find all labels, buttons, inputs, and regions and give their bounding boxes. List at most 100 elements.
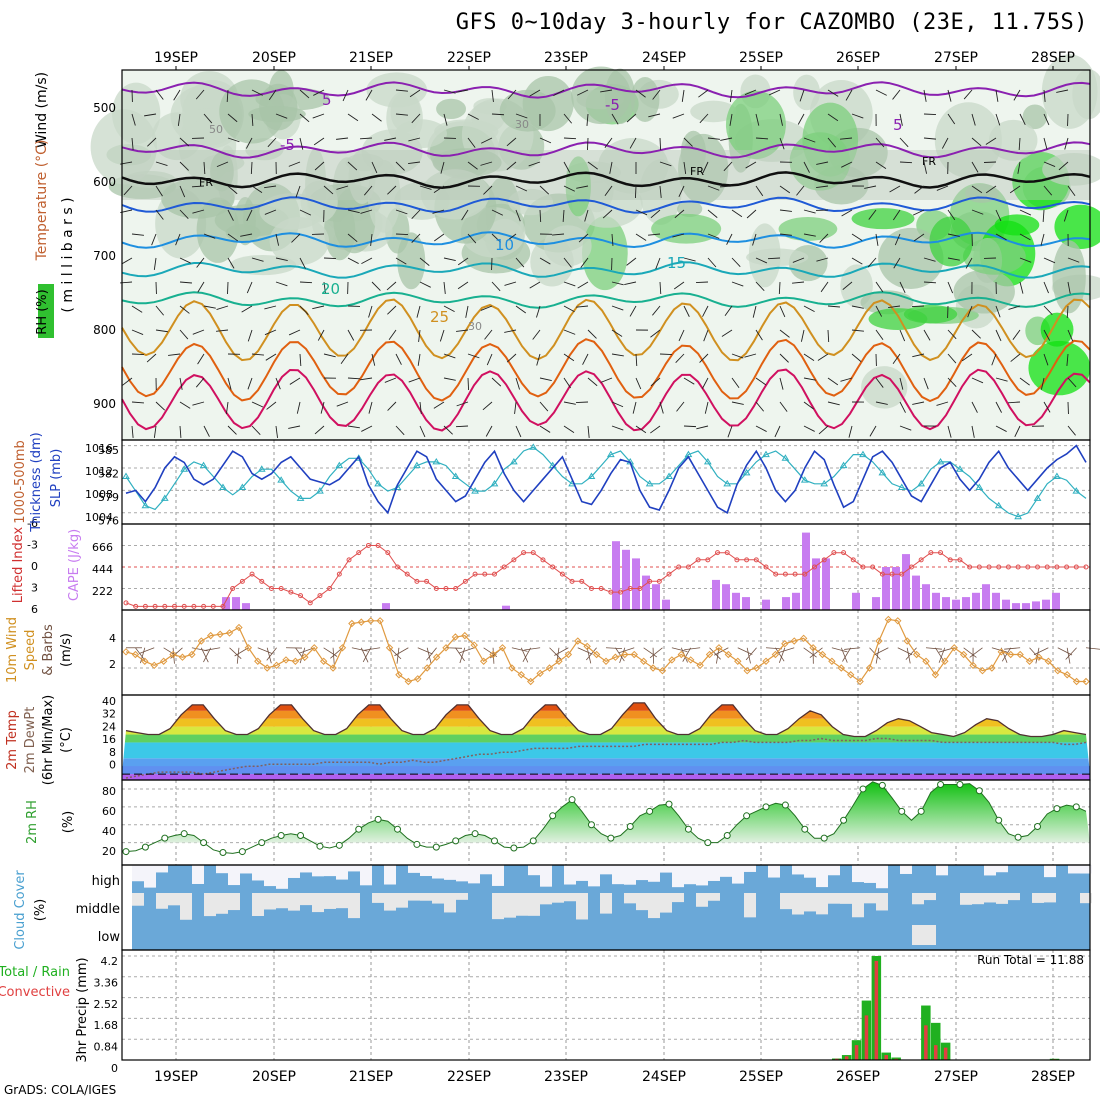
wind-barb xyxy=(1013,89,1021,101)
wind-barb xyxy=(323,257,337,260)
cape-bar xyxy=(1052,592,1060,610)
wind-barb xyxy=(539,185,550,195)
wind-barb xyxy=(899,377,904,390)
wind-barb xyxy=(203,113,213,124)
cloud-gap xyxy=(864,865,876,883)
wind-barb xyxy=(587,161,598,170)
wind-speed-point xyxy=(959,650,968,659)
wind-barb xyxy=(1057,647,1073,656)
wind-barb xyxy=(671,647,688,653)
precip-conv-bar xyxy=(943,1047,948,1060)
cloud-gap xyxy=(996,893,1008,904)
wind-barb xyxy=(819,233,829,243)
contour-label: 30 xyxy=(515,118,529,131)
wind-barb xyxy=(1056,89,1069,93)
lifted-tick: -3 xyxy=(27,539,38,552)
wind-barb xyxy=(615,647,625,662)
wind-barb xyxy=(216,329,229,332)
wind-barb xyxy=(659,137,662,151)
temperature-contour xyxy=(121,231,1091,249)
wind-barb xyxy=(387,401,397,411)
wind-speed-point xyxy=(517,671,526,679)
wind-barb xyxy=(817,353,829,361)
rh2m-title: 2m RH xyxy=(25,800,40,844)
wind-barb xyxy=(539,209,542,223)
wind-barb xyxy=(971,401,978,413)
wind-barb xyxy=(330,647,343,659)
precip-conv-bar xyxy=(835,1058,839,1060)
cape-bar xyxy=(962,597,970,610)
wind-barb xyxy=(1033,647,1049,656)
wind-barb xyxy=(524,647,541,651)
thickness-point xyxy=(296,494,305,501)
wind-barb xyxy=(971,329,981,339)
lifted-index-point xyxy=(123,600,129,606)
wind-barb xyxy=(408,377,421,383)
wind-barb xyxy=(702,161,709,174)
rh-point xyxy=(161,834,169,842)
cloud-gap xyxy=(636,893,648,911)
wind-barb xyxy=(246,281,253,294)
wind-speed-point xyxy=(941,657,949,665)
contour-label: 25 xyxy=(430,308,449,326)
lifted-index-point xyxy=(171,603,177,609)
wind-barb xyxy=(774,425,781,438)
wind-barb xyxy=(251,89,263,96)
wind-barb xyxy=(899,161,913,164)
lifted-index-point xyxy=(938,550,944,556)
wind-barb xyxy=(745,161,757,169)
rh-point xyxy=(723,831,731,839)
wind-barb xyxy=(703,329,709,342)
wind-barb xyxy=(439,329,445,342)
lifted-index-point xyxy=(860,564,866,570)
lifted-index-point xyxy=(1064,564,1070,570)
wind-barb xyxy=(491,209,503,216)
contour-label: 15 xyxy=(667,254,686,272)
cape-bar xyxy=(242,603,250,610)
wind-barb xyxy=(611,305,624,311)
wind-barb xyxy=(179,257,192,264)
wind-barb xyxy=(704,401,709,414)
wind-barb xyxy=(799,89,805,102)
day-label-bottom: 21SEP xyxy=(349,1069,393,1085)
wind-speed-point xyxy=(423,664,431,672)
rh-point xyxy=(607,834,615,842)
wind-barb xyxy=(803,137,816,143)
lifted-index-point xyxy=(773,571,779,577)
wind-barb xyxy=(947,425,952,438)
lifted-index-point xyxy=(899,571,905,577)
wind-speed-point xyxy=(903,637,911,645)
wind-barb xyxy=(457,257,469,266)
lifted-index-point xyxy=(559,571,565,577)
thickness-point xyxy=(180,465,189,472)
wind-speed-point xyxy=(385,644,394,652)
wind10m-title: 10m Wind xyxy=(5,617,20,683)
wind-barb xyxy=(482,401,493,411)
wind-barb xyxy=(563,281,576,287)
rh-shade xyxy=(196,197,240,263)
thickness-point xyxy=(529,443,538,450)
cloud-gap xyxy=(540,893,552,905)
rh-shade xyxy=(386,90,423,146)
cloud-gap xyxy=(348,893,360,919)
lifted-index-point xyxy=(521,550,527,556)
pressure-tick: 500 xyxy=(93,101,116,115)
lifted-index-point xyxy=(336,571,342,577)
contour-label: -5 xyxy=(280,136,295,154)
wind-barb xyxy=(935,647,945,662)
wind-barb xyxy=(971,113,976,126)
wind-barb xyxy=(197,281,205,293)
wind-speed-point xyxy=(1063,671,1071,679)
wind-barb xyxy=(765,647,782,650)
rh-point xyxy=(432,843,440,851)
rh-shade xyxy=(851,208,915,230)
rh-point xyxy=(316,842,324,850)
wind-barb xyxy=(336,137,349,140)
wind-barb xyxy=(775,647,785,662)
wind-speed-point xyxy=(630,650,638,659)
rh-point xyxy=(471,830,479,838)
wind-barb xyxy=(226,89,229,103)
wind-barb xyxy=(604,137,613,148)
temperature-contour xyxy=(121,196,1091,214)
wind-barb xyxy=(408,137,421,142)
